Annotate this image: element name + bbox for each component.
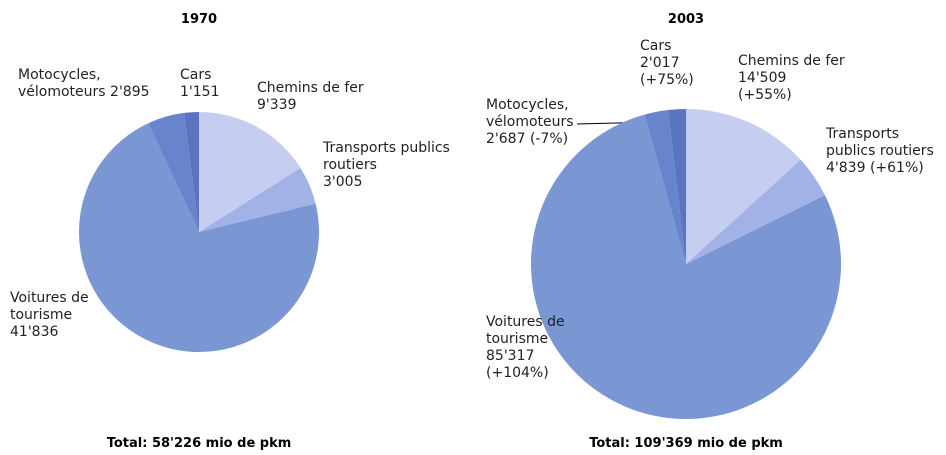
- value-label: 9'339: [257, 97, 297, 113]
- chart-total: Total: 58'226 mio de pkm: [106, 436, 292, 451]
- pie-slice: [148, 112, 199, 232]
- slice-label: Transports publics routiers 3'005: [323, 140, 453, 191]
- category-label: Cars: [180, 67, 212, 83]
- pie-slice: [531, 114, 841, 420]
- slice-label: Chemins de fer 9'339: [257, 80, 397, 114]
- pie-slice: [79, 123, 320, 353]
- slice-label: Chemins de fer 14'509 (+55%): [738, 53, 888, 104]
- pie-slice: [686, 159, 825, 264]
- change-label: (+75%): [640, 72, 694, 88]
- pie-slice: [199, 112, 301, 232]
- chart-total: Total: 109'369 mio de pkm: [589, 436, 783, 451]
- slice-label: Cars 2'017 (+75%): [640, 38, 700, 89]
- chart-title: 2003: [667, 12, 705, 27]
- value-label: 3'005: [323, 174, 363, 190]
- category-label: Cars: [640, 38, 672, 54]
- slice-label: Transports publics routiers 4'839 (+61%): [826, 126, 944, 177]
- category-label: Motocycles, vélomoteurs: [486, 97, 574, 130]
- value-label: 2'017: [640, 55, 680, 71]
- slice-label: Motocycles, vélomoteurs 2'687 (-7%): [486, 97, 606, 148]
- chart-title: 1970: [180, 12, 218, 27]
- change-label: (+61%): [869, 160, 924, 176]
- pie-slice: [199, 167, 316, 232]
- value-label: 4'839: [826, 160, 866, 176]
- category-label: Voitures de tourisme: [10, 290, 89, 323]
- category-label: Chemins de fer: [738, 53, 845, 69]
- slice-label: Voitures de tourisme 41'836: [10, 290, 110, 341]
- category-label: Transports publics routiers: [826, 126, 934, 159]
- change-label: (+104%): [486, 365, 549, 381]
- pie-slice: [184, 112, 199, 232]
- change-label: (+55%): [738, 87, 792, 103]
- value-label: 14'509: [738, 70, 787, 86]
- category-label: Voitures de tourisme: [486, 314, 565, 347]
- pie-slice: [686, 109, 801, 264]
- category-label: Chemins de fer: [257, 80, 364, 96]
- value-label: 41'836: [10, 324, 59, 340]
- value-label: 85'317: [486, 348, 535, 364]
- pie-slice: [668, 109, 686, 264]
- slice-label: Voitures de tourisme 85'317 (+104%): [486, 314, 586, 382]
- change-label: (-7%): [529, 131, 569, 147]
- slice-label: Motocycles, vélomoteurs 2'895: [18, 67, 168, 101]
- slice-label: Cars 1'151: [180, 67, 230, 101]
- value-label: 2'687: [486, 131, 526, 147]
- value-label: 1'151: [180, 84, 220, 100]
- category-label: Transports publics routiers: [323, 140, 450, 173]
- category-label: Motocycles, vélomoteurs: [18, 67, 106, 100]
- pie-slice: [644, 110, 686, 265]
- value-label: 2'895: [110, 84, 150, 100]
